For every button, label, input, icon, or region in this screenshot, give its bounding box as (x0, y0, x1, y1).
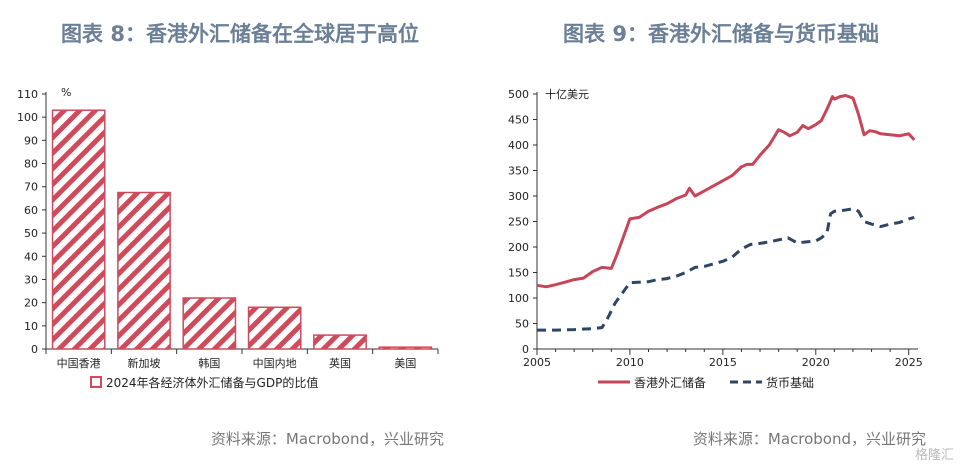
chart-title: 图表 8：香港外汇储备在全球居于高位 (61, 22, 419, 46)
x-tick-label: 中国香港 (57, 357, 101, 370)
bar-chart: 0 10 20 30 40 50 60 70 80 90 100 110 % 中国香港 新加坡 韩国 中国内地 英… (17, 86, 439, 390)
x-tick-label: 2020 (802, 356, 830, 369)
line-chart: 0 50 100 150 200 250 300 350 400 450 500 2005 2010 20… (508, 87, 923, 390)
source-note: 资料来源：Macrobond，兴业研究 (210, 430, 444, 448)
y-tick-label: 300 (508, 190, 529, 203)
x-tick-label: 新加坡 (128, 356, 161, 370)
bar (182, 297, 237, 350)
legend-label: 2024年各经济体外汇储备与GDP的比值 (106, 375, 318, 390)
y-tick-label: 250 (508, 216, 529, 229)
bar (313, 334, 367, 350)
x-tick-label: 美国 (394, 357, 416, 370)
y-tick-label: 30 (24, 273, 38, 286)
bar (51, 109, 106, 350)
y-tick-label: 0 (31, 343, 38, 356)
x-tick-label: 2025 (895, 356, 923, 369)
legend-swatch (90, 376, 102, 388)
y-tick-label: 20 (24, 297, 38, 310)
y-tick-label: 40 (24, 250, 38, 263)
series-line (537, 207, 915, 332)
y-tick-label: 350 (508, 165, 529, 178)
y-tick-label: 10 (24, 320, 38, 333)
y-tick-label: 100 (17, 111, 38, 124)
x-tick-label: 2010 (616, 356, 644, 369)
y-axis-unit: 十亿美元 (545, 87, 589, 101)
y-tick-label: 50 (24, 227, 38, 240)
x-tick-label: 英国 (329, 356, 351, 370)
y-tick-label: 450 (508, 114, 529, 127)
x-tick-label: 2015 (709, 356, 737, 369)
y-tick-label: 110 (17, 88, 38, 101)
y-tick-label: 50 (515, 318, 529, 331)
x-tick-label: 中国内地 (253, 356, 297, 370)
y-tick-label: 0 (522, 343, 529, 356)
x-tick-label: 2005 (523, 356, 551, 369)
y-tick-label: 500 (508, 88, 529, 101)
series-line (536, 94, 916, 289)
bar (378, 346, 433, 350)
y-tick-label: 70 (24, 181, 38, 194)
y-tick-label: 80 (24, 158, 38, 171)
y-tick-label: 400 (508, 139, 529, 152)
y-tick-label: 90 (24, 134, 38, 147)
legend-label: 货币基础 (766, 375, 814, 390)
legend-label: 香港外汇储备 (634, 375, 706, 390)
y-tick-label: 150 (508, 267, 529, 280)
panel-fx-reserves-monetary-base: 图表 9：香港外汇储备与货币基础 0 50 100 150 200 250 300 350 40… (480, 0, 962, 469)
x-tick-label: 韩国 (198, 356, 220, 370)
y-axis-unit: % (61, 86, 71, 99)
y-tick-label: 200 (508, 241, 529, 254)
source-note: 资料来源：Macrobond，兴业研究 (692, 430, 926, 448)
y-tick-label: 60 (24, 204, 38, 217)
chart-title: 图表 9：香港外汇储备与货币基础 (563, 22, 879, 46)
bar (247, 306, 302, 350)
watermark: 格隆汇 (914, 448, 954, 463)
panel-fx-reserves-to-gdp: 图表 8：香港外汇储备在全球居于高位 0 10 20 30 40 50 60 70 80 90 10… (0, 0, 480, 469)
bar (117, 191, 171, 350)
y-tick-label: 100 (508, 292, 529, 305)
